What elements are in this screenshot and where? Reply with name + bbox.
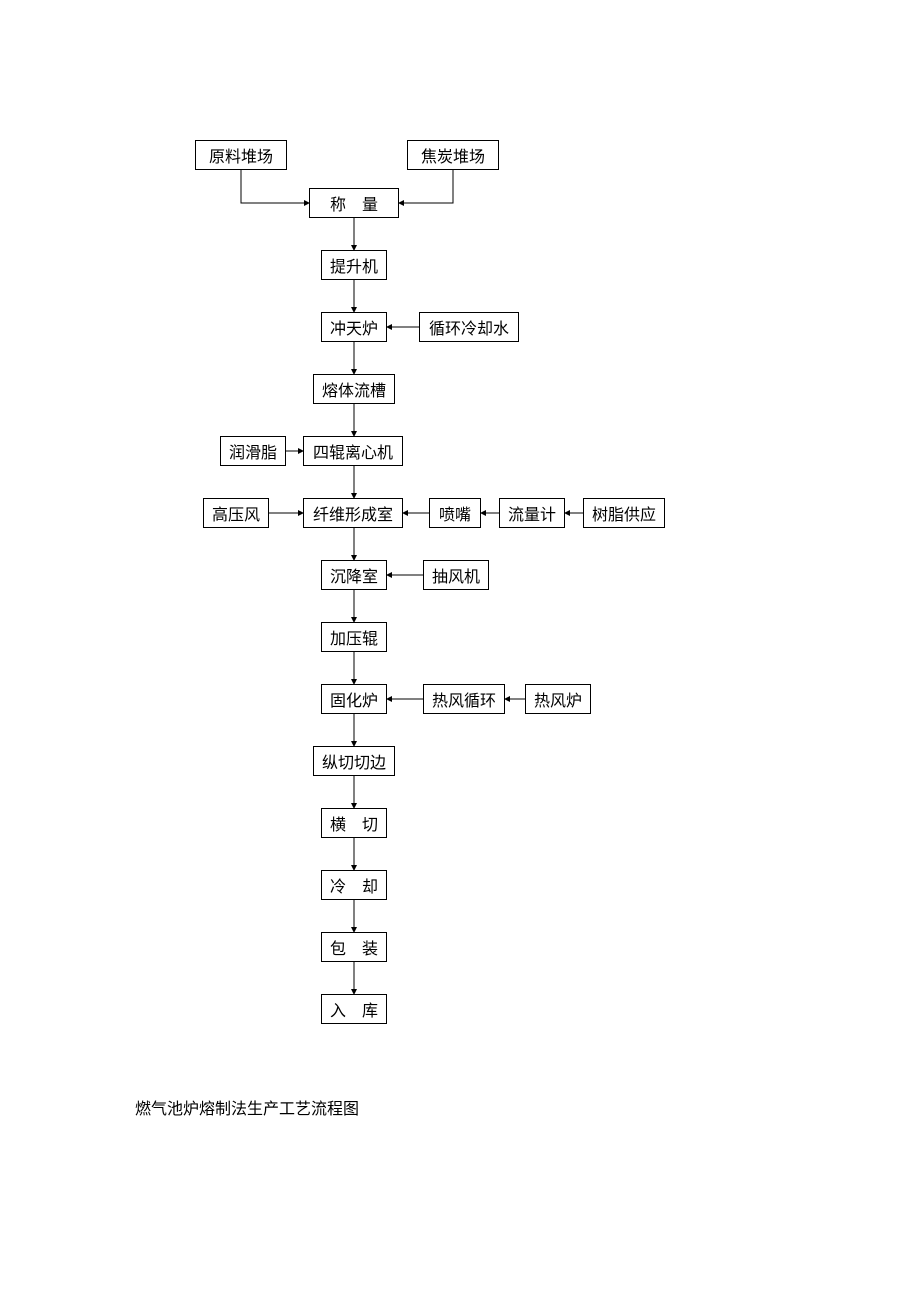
node-grease: 润滑脂: [220, 436, 286, 466]
node-raw_yard: 原料堆场: [195, 140, 287, 170]
node-settle: 沉降室: [321, 560, 387, 590]
node-hot_cycle: 热风循环: [423, 684, 505, 714]
diagram-caption: 燃气池炉熔制法生产工艺流程图: [135, 1095, 359, 1119]
edge-raw_yard-to-weigh: [241, 170, 309, 203]
node-storage: 入 库: [321, 994, 387, 1024]
node-hp_wind: 高压风: [203, 498, 269, 528]
node-nozzle: 喷嘴: [429, 498, 481, 528]
node-hot_furnace: 热风炉: [525, 684, 591, 714]
node-coke_yard: 焦炭堆场: [407, 140, 499, 170]
node-crosscut: 横 切: [321, 808, 387, 838]
node-centrifuge: 四辊离心机: [303, 436, 403, 466]
node-melt_trough: 熔体流槽: [313, 374, 395, 404]
node-pack: 包 装: [321, 932, 387, 962]
node-resin: 树脂供应: [583, 498, 665, 528]
node-flowmeter: 流量计: [499, 498, 565, 528]
node-elevator: 提升机: [321, 250, 387, 280]
edge-coke_yard-to-weigh: [399, 170, 453, 203]
node-cupola: 冲天炉: [321, 312, 387, 342]
node-fan: 抽风机: [423, 560, 489, 590]
node-cool_water: 循环冷却水: [419, 312, 519, 342]
node-slit: 纵切切边: [313, 746, 395, 776]
node-press_roll: 加压辊: [321, 622, 387, 652]
node-cure_oven: 固化炉: [321, 684, 387, 714]
node-cool: 冷 却: [321, 870, 387, 900]
node-fiber_room: 纤维形成室: [303, 498, 403, 528]
node-weigh: 称 量: [309, 188, 399, 218]
